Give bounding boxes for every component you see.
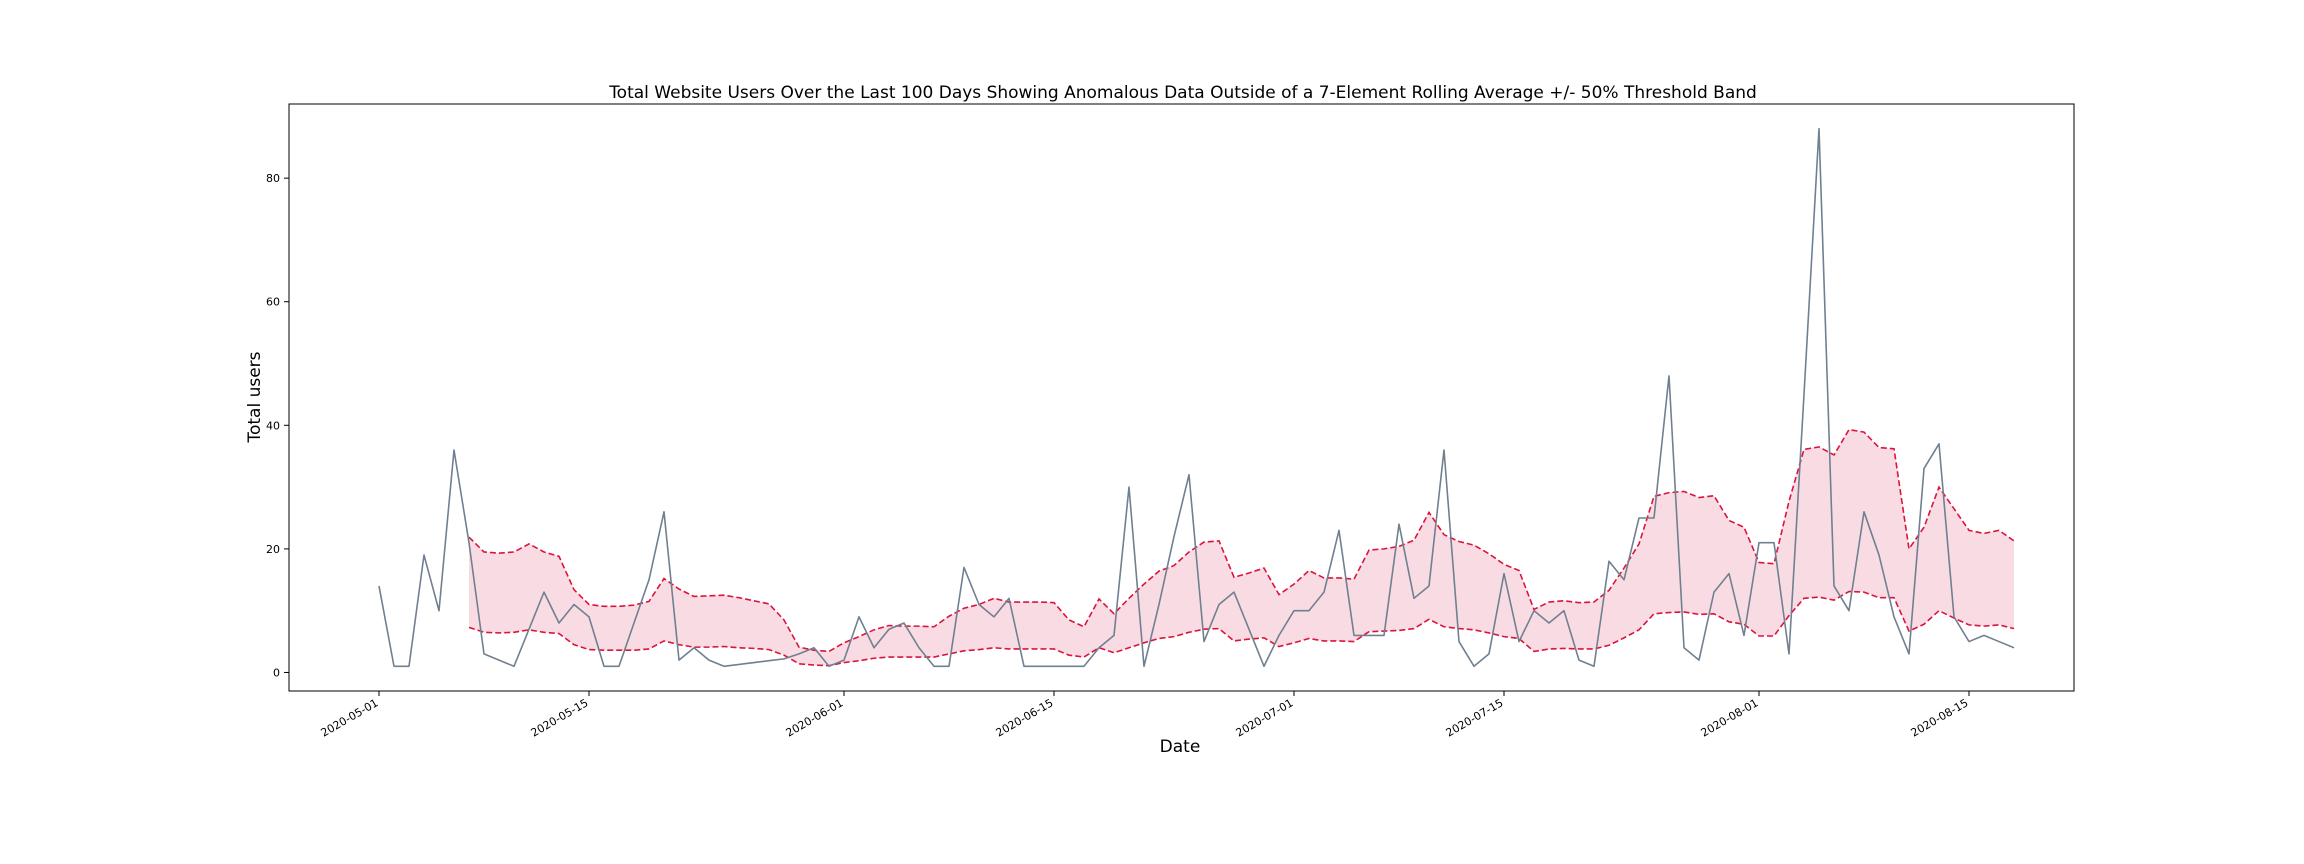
y-axis-label: Total users [245,351,265,443]
plot-area [288,103,2075,692]
y-axis: 0 20 40 60 80 [266,172,289,679]
y-tick-label: 80 [266,172,280,185]
x-tick-label: 2020-07-15 [1444,696,1506,739]
x-axis: 2020-05-01 2020-05-15 2020-06-01 2020-06-15… [319,691,1971,740]
threshold-band [468,428,2015,667]
band-fill [469,429,2014,666]
series-layer [378,127,2015,668]
y-tick-label: 0 [273,666,280,679]
x-tick-label: 2020-06-15 [994,696,1056,739]
x-tick-label: 2020-07-01 [1234,696,1296,739]
x-tick-label: 2020-08-15 [1909,696,1971,739]
chart-title: Total Website Users Over the Last 100 Da… [608,83,1757,103]
band-lower-line [468,590,2015,667]
x-tick-label: 2020-05-15 [529,696,591,739]
x-tick-label: 2020-08-01 [1699,696,1761,739]
x-axis-label: Date [1160,737,1201,757]
x-tick-label: 2020-06-01 [784,696,846,739]
x-tick-label: 2020-05-01 [319,696,381,739]
series-line-total-users [378,127,2015,668]
y-tick-label: 20 [266,543,280,556]
y-tick-label: 60 [266,296,280,309]
y-tick-label: 40 [266,419,280,432]
